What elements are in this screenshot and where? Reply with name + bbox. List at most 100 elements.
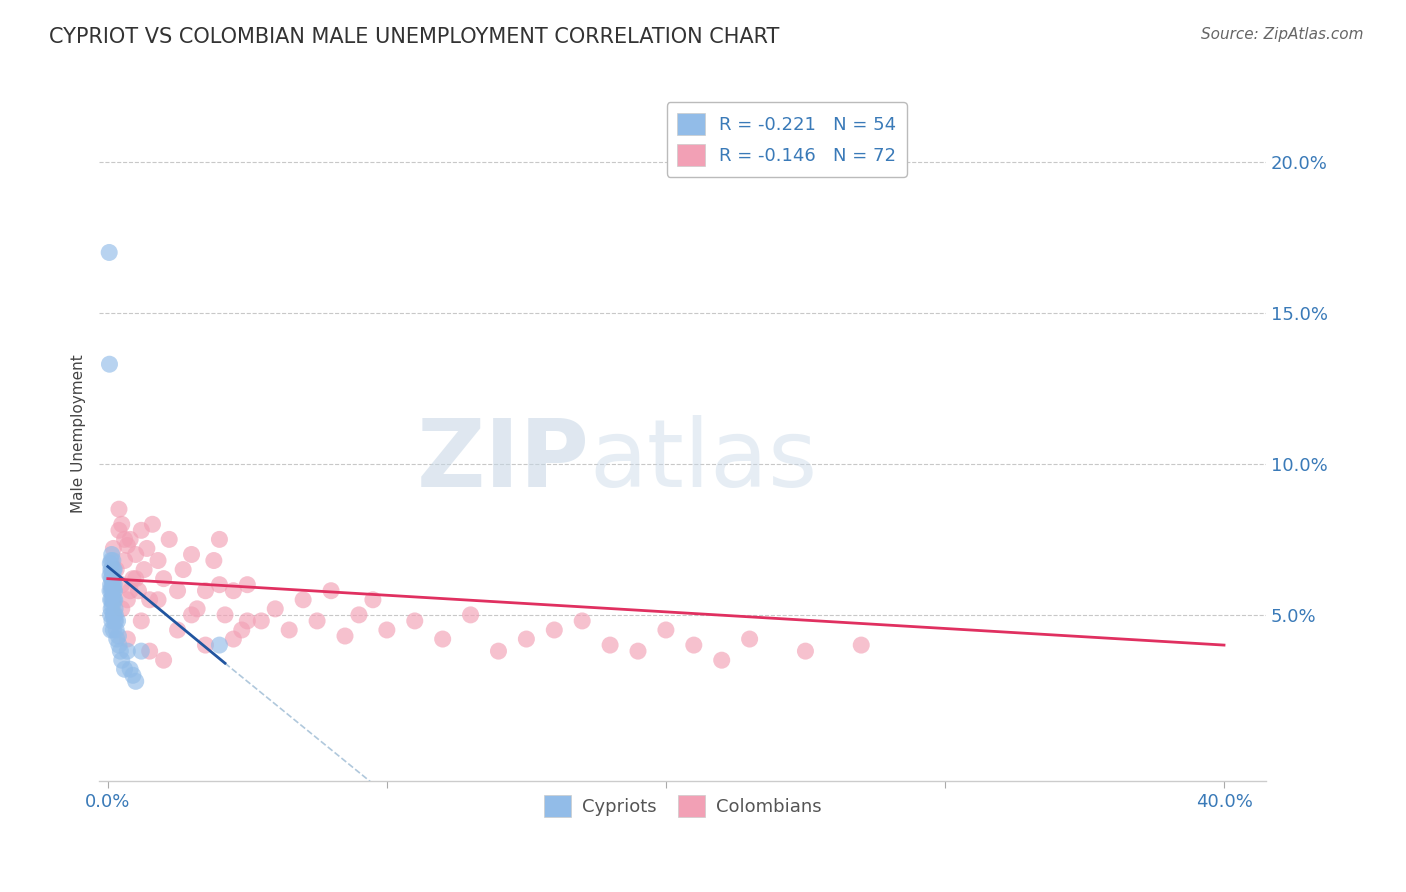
Point [100, 602, 122, 616]
Point [125, 572, 148, 586]
Point [100, 583, 122, 598]
Point [214, 607, 236, 622]
Point [122, 572, 145, 586]
Point [152, 653, 174, 667]
Point [100, 592, 122, 607]
Point [120, 662, 142, 676]
Point [100, 553, 122, 567]
Point [710, 653, 733, 667]
Point [129, 524, 152, 538]
Point [108, 502, 131, 516]
Point [515, 632, 537, 646]
Point [103, 583, 125, 598]
Point [101, 568, 124, 582]
Point [101, 607, 124, 622]
Point [101, 583, 124, 598]
Point [738, 632, 761, 646]
Point [104, 602, 127, 616]
Point [152, 572, 174, 586]
Point [157, 533, 180, 547]
Point [128, 583, 150, 598]
Point [231, 623, 253, 637]
Text: atlas: atlas [589, 416, 817, 508]
Point [104, 614, 127, 628]
Point [105, 563, 128, 577]
Point [851, 638, 873, 652]
Point [432, 632, 454, 646]
Point [103, 563, 125, 577]
Point [208, 533, 231, 547]
Point [100, 548, 122, 562]
Point [307, 614, 329, 628]
Point [460, 607, 482, 622]
Point [108, 638, 131, 652]
Point [146, 592, 169, 607]
Point [347, 607, 370, 622]
Point [125, 674, 148, 689]
Point [117, 644, 139, 658]
Point [101, 599, 124, 613]
Point [172, 563, 194, 577]
Point [135, 541, 157, 556]
Point [98, 357, 121, 371]
Point [100, 577, 122, 591]
Point [108, 524, 131, 538]
Point [101, 592, 124, 607]
Point [111, 517, 134, 532]
Point [222, 632, 245, 646]
Point [104, 607, 127, 622]
Point [103, 541, 125, 556]
Point [111, 577, 134, 591]
Point [146, 553, 169, 567]
Point [100, 592, 122, 607]
Point [107, 614, 129, 628]
Point [103, 563, 125, 577]
Point [250, 614, 273, 628]
Point [101, 577, 124, 591]
Point [180, 548, 202, 562]
Point [101, 563, 124, 577]
Point [166, 623, 188, 637]
Point [361, 592, 384, 607]
Point [194, 583, 217, 598]
Point [103, 623, 125, 637]
Point [571, 614, 593, 628]
Point [655, 623, 678, 637]
Point [202, 553, 225, 567]
Point [132, 563, 155, 577]
Point [599, 638, 621, 652]
Point [125, 548, 148, 562]
Point [100, 572, 122, 586]
Point [103, 607, 125, 622]
Point [105, 623, 128, 637]
Point [682, 638, 704, 652]
Point [186, 602, 208, 616]
Point [627, 644, 650, 658]
Point [98, 583, 121, 598]
Point [114, 533, 136, 547]
Point [98, 557, 121, 571]
Point [101, 553, 124, 567]
Point [103, 572, 125, 586]
Point [141, 517, 163, 532]
Point [543, 623, 565, 637]
Point [101, 577, 124, 591]
Point [208, 577, 231, 591]
Text: Source: ZipAtlas.com: Source: ZipAtlas.com [1201, 27, 1364, 42]
Point [103, 592, 125, 607]
Point [117, 538, 139, 552]
Point [236, 577, 259, 591]
Text: ZIP: ZIP [416, 416, 589, 508]
Point [180, 607, 202, 622]
Point [129, 644, 152, 658]
Point [114, 553, 136, 567]
Point [129, 614, 152, 628]
Point [208, 638, 231, 652]
Point [236, 614, 259, 628]
Point [166, 583, 188, 598]
Point [111, 653, 134, 667]
Point [117, 592, 139, 607]
Point [103, 583, 125, 598]
Point [101, 614, 124, 628]
Point [794, 644, 817, 658]
